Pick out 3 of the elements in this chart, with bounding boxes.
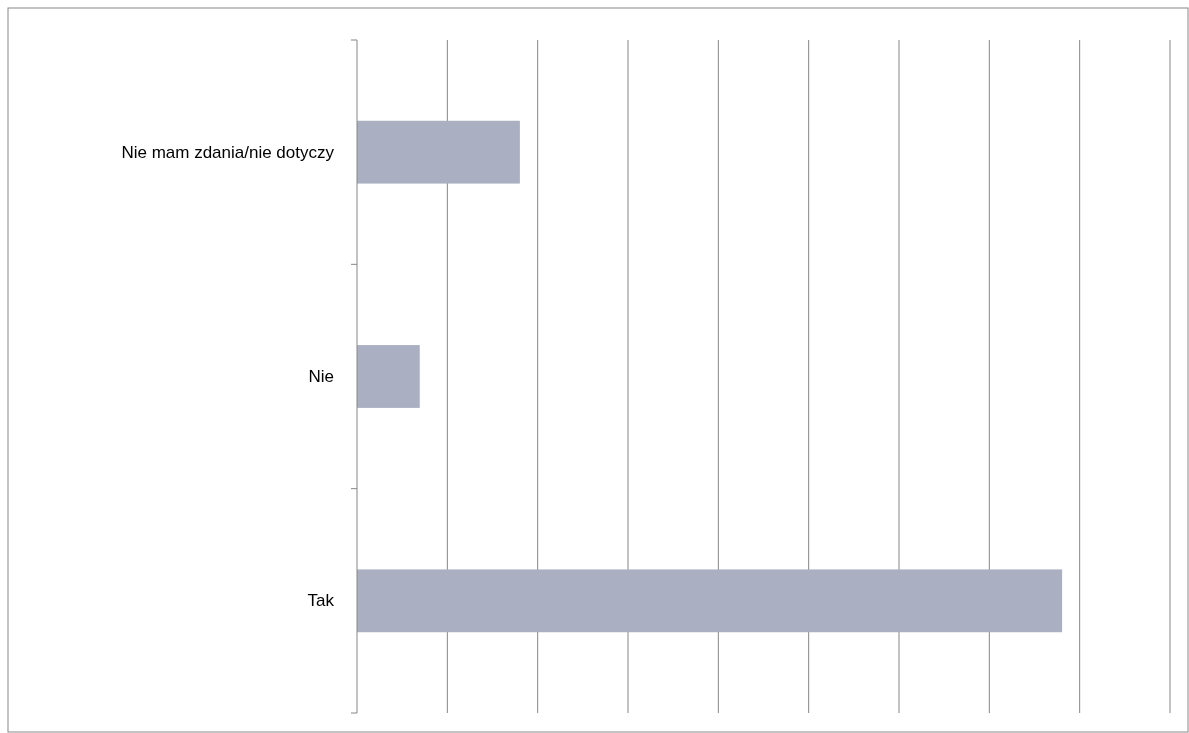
y-tick-label: Tak xyxy=(307,591,335,611)
y-tick-label: Nie mam zdania/nie dotyczy xyxy=(121,142,335,162)
y-tick-label: Nie xyxy=(308,367,334,386)
